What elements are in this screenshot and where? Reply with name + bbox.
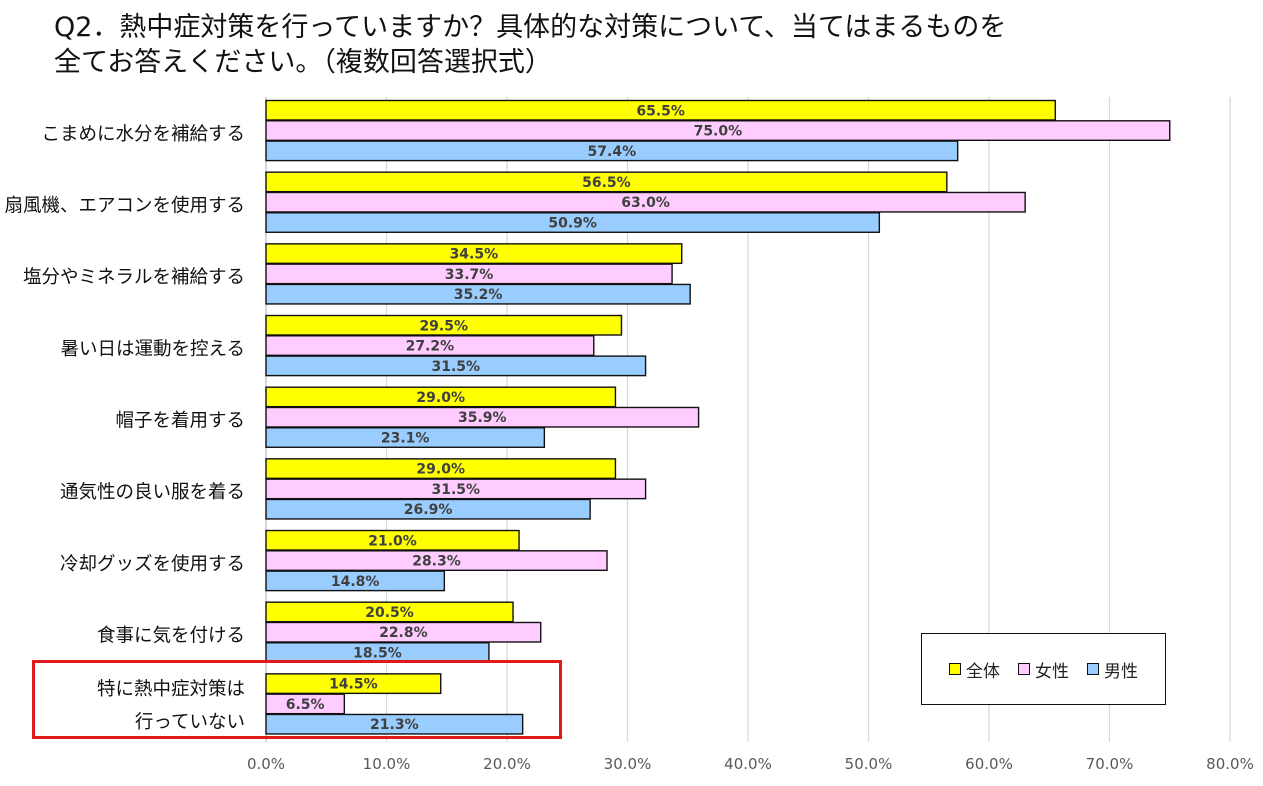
bar-data-label: 18.5% <box>353 646 402 662</box>
bar-data-label: 22.8% <box>379 625 428 641</box>
bar-data-label: 29.5% <box>419 318 468 334</box>
bar-all <box>265 601 514 623</box>
legend-swatch-female <box>1018 663 1030 675</box>
bar-all <box>265 314 623 336</box>
category-label: こまめに水分を補給する <box>41 124 245 145</box>
category-label: 食事に気を付ける <box>97 626 245 647</box>
bar-data-label: 27.2% <box>406 339 455 355</box>
bar-male <box>265 427 546 448</box>
bar-data-label: 65.5% <box>636 103 685 119</box>
category-label: 帽子を着用する <box>115 411 245 432</box>
bar-data-label: 57.4% <box>588 144 637 160</box>
bar-male <box>265 570 446 592</box>
legend-item-male: 男性 <box>1087 657 1138 682</box>
bar-data-label: 29.0% <box>416 390 465 406</box>
x-tick-label: 70.0% <box>1086 755 1134 773</box>
legend-swatch-all <box>949 663 961 675</box>
bar-data-label: 28.3% <box>412 554 461 570</box>
bar-female <box>265 693 346 715</box>
category-label: 通気性の良い服を着る <box>60 482 245 503</box>
category-label: 扇風機、エアコンを使用する <box>4 196 245 217</box>
bar-data-label: 56.5% <box>582 175 631 191</box>
category-label: 暑い日は運動を控える <box>61 339 245 360</box>
x-tick-label: 10.0% <box>363 755 411 773</box>
bar-all <box>265 99 1056 121</box>
bar-data-label: 31.5% <box>431 482 480 498</box>
title-line-2: 全てお答えください。（複数回答選択式） <box>54 47 552 78</box>
bar-all <box>265 673 442 695</box>
category-label: 塩分やミネラルを補給する <box>23 267 245 288</box>
bar-male <box>265 283 691 305</box>
bar-male <box>265 212 881 233</box>
bar-data-label: 75.0% <box>694 124 743 140</box>
bar-female <box>265 191 1026 213</box>
bar-female <box>265 263 673 285</box>
bar-data-label: 35.9% <box>458 410 507 426</box>
bar-female <box>265 550 608 572</box>
bar-male <box>265 140 959 162</box>
bar-data-label: 6.5% <box>286 697 325 713</box>
bar-data-label: 63.0% <box>621 195 670 211</box>
bar-all <box>265 171 948 193</box>
x-tick-label: 20.0% <box>483 755 531 773</box>
category-label: 行っていない <box>135 712 245 733</box>
bar-data-label: 50.9% <box>548 216 597 232</box>
x-tick-label: 80.0% <box>1206 755 1254 773</box>
x-tick-label: 30.0% <box>604 755 652 773</box>
bar-female <box>265 335 595 357</box>
bar-data-label: 35.2% <box>454 287 503 303</box>
bar-all <box>265 386 617 408</box>
legend-label-all: 全体 <box>966 661 1000 682</box>
bar-male <box>265 713 524 735</box>
x-tick-label: 50.0% <box>845 755 893 773</box>
bar-data-label: 34.5% <box>450 247 499 263</box>
bar-female <box>265 406 700 428</box>
bar-female <box>265 120 1171 142</box>
bar-female <box>265 478 647 500</box>
bar-all <box>265 243 683 265</box>
bar-data-label: 23.1% <box>381 431 430 447</box>
bar-data-label: 26.9% <box>404 502 453 518</box>
bar-data-label: 31.5% <box>431 359 480 375</box>
bar-male <box>265 355 647 377</box>
chart-title: Q2．熱中症対策を行っていますか？具体的な対策について、当てはまるものを 全てお… <box>54 10 1234 80</box>
bar-data-label: 21.3% <box>370 717 419 733</box>
title-line-1: Q2．熱中症対策を行っていますか？具体的な対策について、当てはまるものを <box>54 12 1007 43</box>
bar-data-label: 14.8% <box>331 574 380 590</box>
legend-item-female: 女性 <box>1018 657 1069 682</box>
category-label: 冷却グッズを使用する <box>60 554 245 575</box>
legend-swatch-male <box>1087 663 1099 675</box>
x-tick-label: 0.0% <box>247 755 285 773</box>
bar-data-label: 14.5% <box>329 677 378 693</box>
bar-all <box>265 458 617 480</box>
bar-all <box>265 529 520 551</box>
legend: 全体 女性 男性 <box>921 633 1166 705</box>
legend-label-male: 男性 <box>1104 661 1138 682</box>
bar-male <box>265 498 591 520</box>
bar-data-label: 33.7% <box>445 267 494 283</box>
bar-data-label: 29.0% <box>416 462 465 478</box>
category-label: 特に熱中症対策は <box>97 679 245 700</box>
bar-data-label: 20.5% <box>365 605 414 621</box>
x-tick-label: 40.0% <box>724 755 772 773</box>
bar-female <box>265 621 542 643</box>
x-tick-label: 60.0% <box>965 755 1013 773</box>
legend-label-female: 女性 <box>1035 661 1069 682</box>
highlight-box <box>32 660 562 739</box>
bar-data-label: 21.0% <box>368 533 417 549</box>
legend-item-all: 全体 <box>949 657 1000 682</box>
